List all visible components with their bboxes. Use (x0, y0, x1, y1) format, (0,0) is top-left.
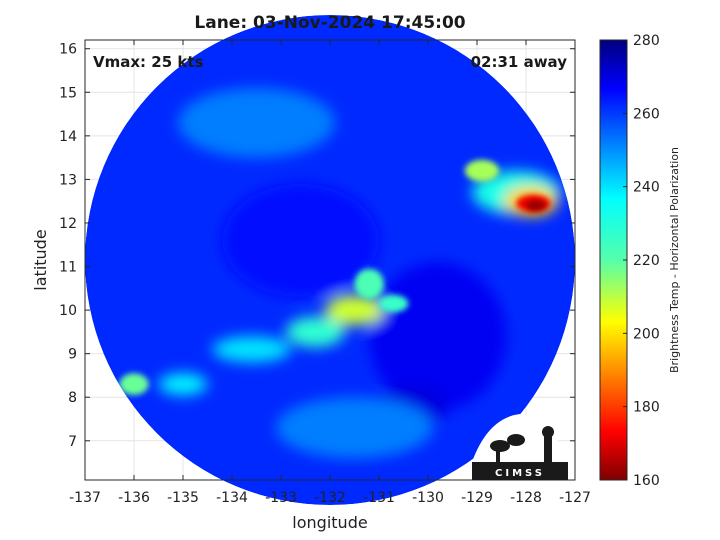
logo-tower (544, 436, 552, 462)
x-tick-label: -129 (461, 490, 493, 506)
y-axis-label: latitude (31, 229, 50, 290)
y-axis-ticks: 7 8 9 10 11 12 13 14 15 16 (59, 42, 575, 450)
feature-band-middle (212, 336, 291, 363)
logo-dish-left (490, 440, 510, 452)
x-tick-label: -132 (314, 490, 346, 506)
x-axis-ticks: -137 -136 -135 -134 -133 -132 -131 -130 -129 -128… (69, 40, 591, 506)
colorbar (599, 39, 628, 481)
y-tick-label: 11 (59, 260, 77, 276)
feature-convection-north-lobe (354, 268, 384, 300)
feature-convection-east-tail (379, 294, 409, 313)
feature-lighter-area-south (276, 397, 433, 459)
y-tick-label: 8 (68, 390, 77, 406)
colorbar-label: Brightness Temp - Horizontal Polarizatio… (668, 147, 681, 373)
feature-band-west-end (119, 373, 149, 396)
y-tick-label: 10 (59, 303, 77, 319)
feature-deep-background-center (222, 183, 379, 298)
colorbar-tick-label: 200 (633, 326, 660, 342)
colorbar-tick-label: 280 (633, 33, 660, 49)
x-tick-label: -133 (265, 490, 297, 506)
x-axis-label: longitude (292, 513, 367, 532)
feature-northeast-coldest (526, 200, 546, 211)
colorbar-tick-label: 260 (633, 106, 660, 122)
feature-band-east (285, 316, 345, 348)
feature-deep-background-east (369, 262, 507, 411)
feature-band-west (158, 373, 208, 396)
colorbar-tick-label: 240 (633, 180, 660, 196)
x-tick-label: -137 (69, 490, 101, 506)
brightness-temperature-swath (85, 15, 575, 505)
y-tick-label: 16 (59, 42, 77, 58)
y-tick-label: 12 (59, 216, 77, 232)
x-tick-label: -128 (510, 490, 542, 506)
x-tick-label: -127 (559, 490, 591, 506)
feature-lighter-area-north (178, 87, 335, 158)
colorbar-tick-label: 180 (633, 400, 660, 416)
y-tick-label: 9 (68, 347, 77, 363)
cimss-logo: CIMSS (472, 414, 568, 480)
y-tick-label: 15 (59, 85, 77, 101)
logo-tower-top (542, 426, 554, 438)
logo-dish-stand (496, 448, 500, 462)
x-tick-label: -136 (118, 490, 150, 506)
y-tick-label: 14 (59, 129, 77, 145)
logo-bar (472, 462, 568, 480)
feature-northeast-cell (464, 159, 500, 182)
colorbar-tick-label: 160 (633, 473, 660, 489)
logo-text: CIMSS (495, 468, 545, 479)
colorbar-ticks: 160 180 200 220 240 260 280 (623, 33, 660, 489)
x-tick-label: -131 (363, 490, 395, 506)
chart-title: Lane: 03-Nov-2024 17:45:00 (194, 13, 466, 33)
feature-convection-core (325, 294, 384, 326)
logo-dish-right (507, 434, 525, 446)
vmax-annotation: Vmax: 25 kts (93, 53, 204, 71)
y-tick-label: 13 (59, 172, 77, 188)
x-tick-label: -134 (216, 490, 248, 506)
y-tick-label: 7 (68, 434, 77, 450)
x-tick-label: -135 (167, 490, 199, 506)
colorbar-tick-label: 220 (633, 253, 660, 269)
time-offset-annotation: 02:31 away (470, 53, 567, 71)
x-tick-label: -130 (412, 490, 444, 506)
